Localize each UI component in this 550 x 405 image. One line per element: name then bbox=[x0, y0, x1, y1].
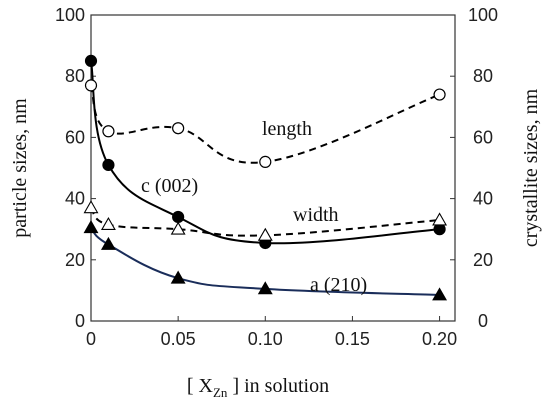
series-markers bbox=[83, 54, 448, 301]
y2-tick-label: 40 bbox=[473, 189, 493, 209]
data-point bbox=[432, 212, 448, 226]
annotation-a210: a (210) bbox=[310, 274, 367, 296]
y2-tick-label: 0 bbox=[478, 311, 488, 331]
data-point bbox=[83, 220, 99, 234]
y2-tick-label: 80 bbox=[473, 66, 493, 86]
data-point bbox=[432, 287, 448, 301]
data-point bbox=[170, 270, 186, 284]
y2-tick-label: 60 bbox=[473, 127, 493, 147]
y-tick-label: 100 bbox=[55, 5, 85, 25]
left-axis-ticks: 0 20 40 60 80 100 bbox=[55, 5, 96, 331]
y-axis-label-left: particle sizes, nm bbox=[9, 98, 31, 238]
y2-tick-label: 20 bbox=[473, 250, 493, 270]
x-tick-label: 0.05 bbox=[161, 329, 196, 349]
y-axis-label-right: crystallite sizes, nm bbox=[520, 88, 542, 247]
y-tick-label: 20 bbox=[65, 250, 85, 270]
data-point bbox=[100, 236, 116, 250]
x-tick-label: 0.15 bbox=[335, 329, 370, 349]
x-axis-label-post: ] in solution bbox=[227, 375, 329, 397]
data-point bbox=[172, 122, 185, 135]
y-tick-label: 0 bbox=[75, 311, 85, 331]
data-point bbox=[84, 54, 98, 68]
data-point bbox=[84, 79, 98, 92]
x-tick-label: 0 bbox=[86, 329, 96, 349]
plot-border bbox=[90, 14, 456, 322]
data-point bbox=[102, 158, 115, 172]
y-tick-label: 80 bbox=[65, 66, 85, 86]
x-axis-label: [ XZn ] in solution bbox=[187, 375, 329, 400]
right-axis-ticks: 0 20 40 60 80 100 bbox=[450, 5, 498, 331]
y-tick-label: 60 bbox=[65, 127, 85, 147]
annotation-length: length bbox=[262, 118, 312, 140]
plot-frame bbox=[90, 14, 456, 322]
annotation-width: width bbox=[293, 204, 339, 226]
data-point bbox=[100, 217, 116, 231]
x-tick-label: 0.10 bbox=[248, 329, 283, 349]
series-line-0 bbox=[90, 60, 440, 245]
annotation-c002: c (002) bbox=[141, 175, 198, 197]
data-point bbox=[83, 200, 99, 214]
data-point bbox=[172, 210, 185, 224]
x-axis-ticks: 0 0.05 0.10 0.15 0.20 bbox=[86, 316, 457, 349]
data-point bbox=[257, 227, 273, 241]
x-tick-label: 0.20 bbox=[422, 329, 457, 349]
y-tick-label: 40 bbox=[65, 189, 85, 209]
x-axis-label-pre: [ X bbox=[187, 375, 214, 397]
y2-tick-label: 100 bbox=[468, 5, 498, 25]
data-point bbox=[170, 221, 186, 235]
data-point bbox=[259, 155, 272, 168]
series-line-1 bbox=[90, 85, 440, 164]
data-point bbox=[102, 125, 115, 138]
data-point bbox=[257, 281, 273, 295]
x-axis-label-sub: Zn bbox=[213, 385, 228, 400]
data-point bbox=[433, 88, 446, 101]
series-line-3 bbox=[90, 226, 440, 296]
